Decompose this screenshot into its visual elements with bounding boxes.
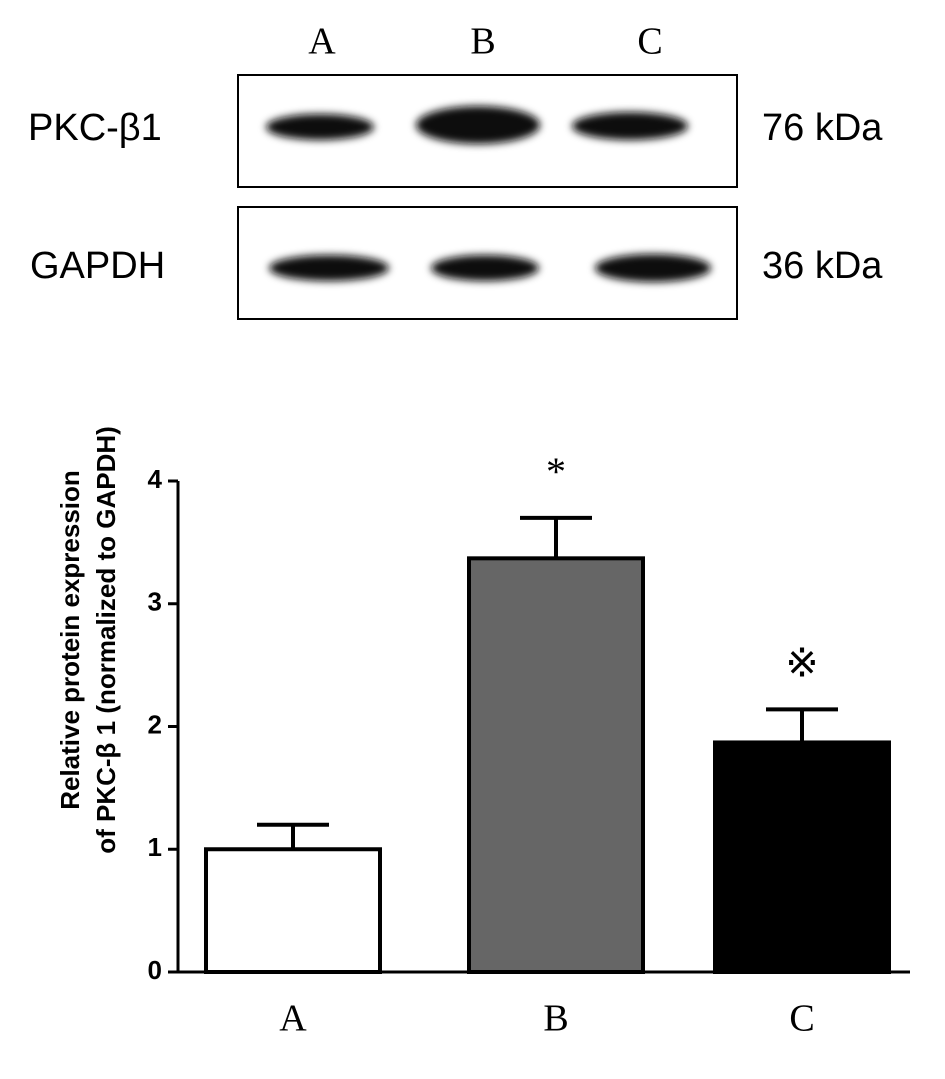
row-label: PKC-β1 [28,107,162,149]
annotation: ※ [785,640,819,685]
lane-label: A [308,21,336,63]
lane-label: B [470,21,495,63]
bar-chart: Relative protein expression of PKC-β 1 (… [55,426,910,1040]
bar [713,740,891,975]
band [266,114,374,140]
size-label: 76 kDa [762,107,883,149]
bar [204,847,382,974]
y-tick-label: 3 [148,587,162,617]
size-label: 36 kDa [762,245,883,287]
y-tick-label: 4 [148,464,163,494]
x-tick-label: A [279,998,307,1040]
lane-label: C [637,21,662,63]
band [572,112,688,140]
y-tick-label: 1 [148,832,162,862]
band [269,255,389,281]
band [595,254,711,282]
western-blot: A B C PKC-β1 GAPDH 76 kDa 36 kDa [28,21,883,320]
y-tick-label: 0 [148,955,162,985]
x-tick-label: B [543,998,568,1040]
band [431,255,539,281]
bar [467,556,645,975]
y-axis-label: of PKC-β 1 (normalized to GAPDH) [91,426,121,854]
bands [266,106,711,282]
x-tick-label: C [789,998,814,1040]
y-tick-label: 2 [148,709,162,739]
row-label: GAPDH [30,245,165,287]
y-axis-label: Relative protein expression [55,470,85,810]
band [416,106,540,144]
annotation: * [546,449,566,494]
